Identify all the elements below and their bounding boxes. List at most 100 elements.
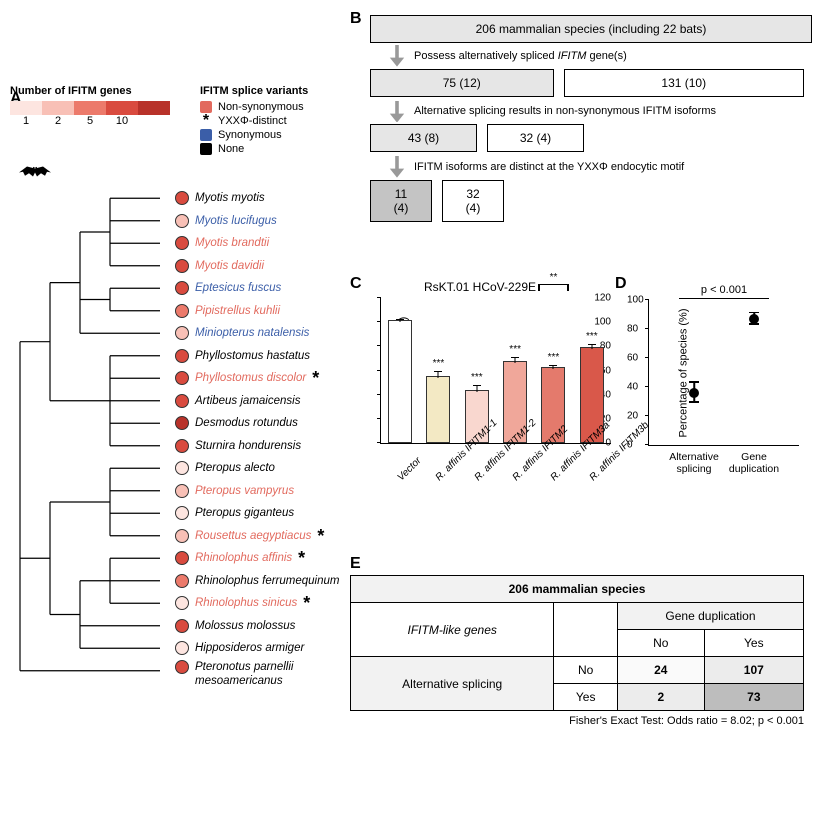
legend-label: Non-synonymous (218, 101, 304, 113)
c-title: RsKT.01 HCoV-229E (350, 280, 610, 294)
flow-step1-label: Possess alternatively spliced IFITM gene… (414, 50, 627, 62)
node-circle (175, 416, 189, 430)
node-circle (175, 551, 189, 565)
legend-swatch (200, 143, 212, 155)
arrow-icon (388, 156, 406, 178)
species-row: Sturnira hondurensis (175, 435, 339, 458)
node-circle (175, 371, 189, 385)
species-row: Myotis myotis (175, 187, 339, 210)
e-col-yes: Yes (704, 630, 803, 657)
node-circle (175, 394, 189, 408)
scale-label: 2 (42, 115, 74, 127)
legend-item: Non-synonymous (200, 101, 308, 113)
scale-legend: Number of IFITM genes 12510 (10, 85, 170, 127)
bar-wrap (386, 320, 414, 443)
panel-b-flowchart: 206 mammalian species (including 22 bats… (350, 15, 804, 226)
flow-box-r2b: 32 (4) (487, 124, 584, 152)
species-name: Artibeus jamaicensis (195, 390, 300, 413)
species-name: Rousettus aegyptiacus (195, 525, 311, 548)
bar (388, 320, 412, 443)
species-name: Rhinolophus sinicus (195, 592, 297, 615)
legend-swatch (200, 129, 212, 141)
species-name: Sturnira hondurensis (195, 435, 301, 458)
sig-label: *** (586, 331, 598, 342)
species-row: Miniopterus natalensis (175, 322, 339, 345)
node-circle (175, 439, 189, 453)
asterisk-icon: * (317, 525, 324, 548)
variants-title: IFITM splice variants (200, 85, 308, 97)
node-circle (175, 574, 189, 588)
flow-step2-label: Alternative splicing results in non-syno… (414, 105, 716, 117)
species-name: Molossus molossus (195, 615, 295, 638)
scale-cell (10, 101, 42, 115)
scale-title: Number of IFITM genes (10, 85, 170, 97)
panel-c-chart: RsKT.01 HCoV-229E Viral titer (% of vect… (350, 280, 610, 530)
species-row: Myotis lucifugus (175, 210, 339, 233)
e-col-no: No (617, 630, 704, 657)
y-tick: 100 (627, 295, 799, 306)
e-header: 206 mammalian species (351, 576, 804, 603)
legend-label: YXXΦ-distinct (218, 115, 287, 127)
y-tick: 60 (627, 353, 799, 364)
node-circle (175, 484, 189, 498)
panel-d-chart: Percentage of species (%) p < 0.001 0204… (620, 280, 804, 530)
node-circle (175, 660, 189, 674)
legend-item: *YXXΦ-distinct (200, 115, 308, 127)
legend-label: Synonymous (218, 129, 282, 141)
scale-cell (106, 101, 138, 115)
sig-label: *** (509, 344, 521, 355)
species-name: Pteropus giganteus (195, 502, 294, 525)
species-row: Rousettus aegyptiacus * (175, 525, 339, 548)
x-label: R. affinis IFITM1-2 (472, 456, 500, 484)
e-row-yes: Yes (554, 684, 618, 711)
e-val: 73 (704, 684, 803, 711)
node-circle (175, 259, 189, 273)
sig-label: *** (433, 358, 445, 369)
node-circle (175, 506, 189, 520)
phylo-tree-area: Myotis myotisMyotis lucifugusMyotis bran… (10, 172, 340, 702)
species-row: Pteropus alecto (175, 457, 339, 480)
e-val: 107 (704, 657, 803, 684)
bracket-label: ** (550, 272, 558, 283)
species-name: Hipposideros armiger (195, 637, 304, 660)
flow-box-r2a: 43 (8) (370, 124, 477, 152)
species-row: Artibeus jamaicensis (175, 390, 339, 413)
asterisk-icon: * (298, 547, 305, 570)
species-row: Phyllostomus discolor* (175, 367, 339, 390)
species-row: Pteronotus parnellii mesoamericanus (175, 660, 339, 700)
e-val: 24 (617, 657, 704, 684)
scale-label: 1 (10, 115, 42, 127)
flow-box-r3a: 11 (4) (370, 180, 432, 222)
scale-label: 5 (74, 115, 106, 127)
node-circle (175, 641, 189, 655)
species-name: Eptesicus fuscus (195, 277, 281, 300)
y-tick: 0 (627, 440, 799, 451)
e-row-label: IFITM-like genes (351, 603, 554, 657)
species-name: Myotis brandtii (195, 232, 269, 255)
species-name: Phyllostomus hastatus (195, 345, 310, 368)
species-name: Phyllostomus discolor (195, 367, 306, 390)
legend-label: None (218, 143, 244, 155)
node-circle (175, 191, 189, 205)
arrow-icon (388, 45, 406, 67)
flow-box-top: 206 mammalian species (including 22 bats… (370, 15, 812, 43)
node-circle (175, 281, 189, 295)
x-label: R. affinis IFITM3a (549, 456, 577, 484)
species-name: Rhinolophus ferrumequinum (195, 570, 339, 593)
node-circle (175, 619, 189, 633)
scale-label (138, 115, 170, 127)
species-row: Eptesicus fuscus (175, 277, 339, 300)
species-name: Pteropus vampyrus (195, 480, 294, 503)
node-circle (175, 236, 189, 250)
bar-wrap: *** (424, 376, 452, 443)
y-tick: 80 (627, 324, 799, 335)
phylo-tree-svg (10, 187, 160, 697)
x-label: Vector (396, 456, 424, 484)
asterisk-icon: * (303, 592, 310, 615)
sig-label: *** (548, 352, 560, 363)
species-row: Rhinolophus ferrumequinum (175, 570, 339, 593)
arrow-icon (388, 101, 406, 123)
flow-box-r1a: 75 (12) (370, 69, 554, 97)
species-row: Pteropus giganteus (175, 502, 339, 525)
e-caption: Fisher's Exact Test: Odds ratio = 8.02; … (350, 715, 804, 727)
